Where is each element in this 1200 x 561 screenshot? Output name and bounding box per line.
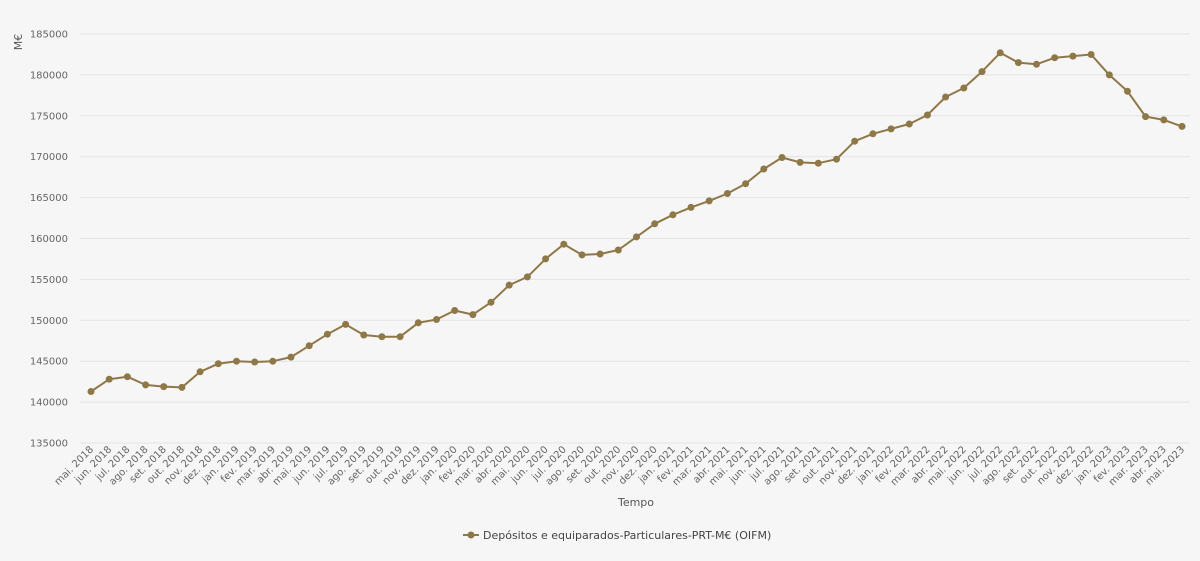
data-point[interactable]: set. 2019: 148000 <box>378 333 386 341</box>
data-point[interactable]: mai. 2019: 146900 <box>305 342 313 350</box>
data-point[interactable]: dez. 2022: 182500 <box>1087 51 1095 58</box>
y-tick-label: 180000 <box>30 70 68 81</box>
y-tick-label: 165000 <box>30 193 68 204</box>
data-point[interactable]: mai. 2020: 155300 <box>523 273 531 281</box>
data-point[interactable]: set. 2018: 141900 <box>160 383 168 391</box>
data-point[interactable]: nov. 2021: 171900 <box>851 137 859 145</box>
legend[interactable]: Depósitos e equiparados-Particulares-PRT… <box>463 529 771 542</box>
data-point[interactable]: abr. 2023: 174500 <box>1160 116 1168 124</box>
data-point[interactable]: set. 2020: 158100 <box>596 250 604 258</box>
series-layer: mai. 2018: 141300 jun. 2018: 142800 jul. 2… <box>87 49 1186 395</box>
data-point[interactable]: mai. 2022: 178400 <box>960 84 968 92</box>
y-tick-label: 155000 <box>30 275 68 286</box>
data-point[interactable]: jun. 2018: 142800 <box>105 375 113 383</box>
data-point[interactable]: abr. 2020: 154300 <box>505 281 513 289</box>
data-point[interactable]: ago. 2022: 181500 <box>1014 59 1022 67</box>
data-point[interactable]: out. 2022: 182100 <box>1051 54 1059 62</box>
data-point[interactable]: mai. 2023: 173700 <box>1178 122 1186 130</box>
data-point[interactable]: jan. 2021: 162900 <box>669 211 677 219</box>
data-point[interactable]: fev. 2020: 150700 <box>469 311 477 319</box>
data-point[interactable]: out. 2019: 148000 <box>396 333 404 341</box>
data-point[interactable]: out. 2018: 141800 <box>178 383 186 391</box>
y-tick-label: 175000 <box>30 111 68 122</box>
data-point[interactable]: jul. 2021: 169900 <box>778 154 786 161</box>
data-point[interactable]: mai. 2018: 141300 <box>87 388 95 395</box>
data-point[interactable]: nov. 2022: 182300 <box>1069 52 1077 60</box>
data-point[interactable]: nov. 2019: 149700 <box>414 319 422 327</box>
y-tick-label: 160000 <box>30 234 68 245</box>
data-point[interactable]: abr. 2021: 165500 <box>723 190 731 197</box>
data-point[interactable]: jul. 2018: 143100 <box>123 373 131 381</box>
data-point[interactable]: jul. 2020: 159300 <box>560 240 568 248</box>
legend-label: Depósitos e equiparados-Particulares-PRT… <box>483 529 771 542</box>
data-point[interactable]: out. 2021: 169700 <box>833 155 840 163</box>
data-point[interactable]: dez. 2019: 150100 <box>433 316 440 323</box>
data-point[interactable]: nov. 2020: 160200 <box>633 233 640 241</box>
y-axis-ticks: 135000 140000 145000 150000 155000 160000 1650… <box>30 30 68 450</box>
data-point[interactable]: ago. 2020: 158000 <box>578 251 586 259</box>
y-tick-label: 135000 <box>30 439 68 450</box>
x-axis-title: Tempo <box>617 496 654 509</box>
data-point[interactable]: mar. 2019: 145000 <box>269 357 277 365</box>
data-point[interactable]: abr. 2022: 177300 <box>942 93 950 101</box>
data-point[interactable]: out. 2020: 158600 <box>614 246 622 254</box>
data-point[interactable]: mar. 2020: 152200 <box>487 298 495 306</box>
data-point[interactable]: fev. 2021: 163800 <box>687 203 695 211</box>
legend-marker-icon <box>467 531 475 539</box>
y-tick-label: 150000 <box>30 316 68 327</box>
data-point[interactable]: jul. 2022: 182700 <box>996 49 1004 57</box>
data-point[interactable]: fev. 2019: 144900 <box>251 358 259 366</box>
y-tick-label: 145000 <box>30 357 68 368</box>
data-point[interactable]: mar. 2022: 175100 <box>923 111 931 119</box>
data-point[interactable]: ago. 2021: 169300 <box>796 158 804 166</box>
data-point[interactable]: mar. 2021: 164600 <box>705 197 713 205</box>
series-line <box>90 51 1183 393</box>
y-axis-title: M€ <box>12 34 25 51</box>
y-tick-label: 140000 <box>30 398 68 409</box>
data-point[interactable]: fev. 2022: 174000 <box>905 120 913 128</box>
data-point[interactable]: ago. 2018: 142100 <box>142 381 150 389</box>
data-point[interactable]: dez. 2018: 144700 <box>214 360 222 368</box>
data-point[interactable]: jan. 2022: 173400 <box>887 125 895 133</box>
data-point[interactable]: jan. 2023: 180000 <box>1105 71 1113 79</box>
data-point[interactable]: nov. 2018: 143700 <box>196 368 204 376</box>
data-point[interactable]: dez. 2020: 161800 <box>651 220 659 228</box>
data-point[interactable]: jan. 2020: 151200 <box>451 307 459 314</box>
data-point[interactable]: jun. 2021: 168500 <box>760 165 768 173</box>
y-tick-label: 170000 <box>30 152 68 163</box>
data-point[interactable]: jul. 2019: 149500 <box>342 320 350 328</box>
data-point[interactable]: mar. 2023: 174900 <box>1142 113 1150 121</box>
y-tick-label: 185000 <box>30 30 68 41</box>
data-point[interactable]: fev. 2023: 178000 <box>1124 87 1131 95</box>
data-point[interactable]: abr. 2019: 145500 <box>287 353 295 361</box>
data-point[interactable]: ago. 2019: 148200 <box>360 331 368 339</box>
data-point[interactable]: jun. 2022: 180400 <box>978 68 986 76</box>
data-point[interactable]: jun. 2019: 148300 <box>323 330 331 338</box>
data-point[interactable]: set. 2022: 181300 <box>1033 60 1040 68</box>
data-point[interactable]: set. 2021: 169200 <box>814 159 822 167</box>
data-point[interactable]: jan. 2019: 145000 <box>233 357 240 365</box>
data-point[interactable]: mai. 2021: 166700 <box>742 180 750 188</box>
data-point[interactable]: dez. 2021: 172800 <box>869 130 877 138</box>
data-point[interactable]: jun. 2020: 157500 <box>542 255 550 263</box>
